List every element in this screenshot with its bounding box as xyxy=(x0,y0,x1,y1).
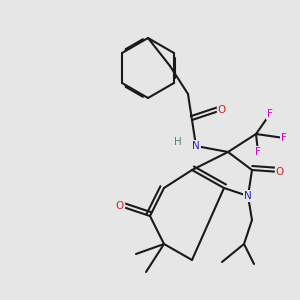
Text: O: O xyxy=(276,167,284,177)
Text: F: F xyxy=(267,109,273,119)
Text: N: N xyxy=(192,141,200,151)
Text: F: F xyxy=(281,133,287,143)
Text: O: O xyxy=(116,201,124,211)
Text: H: H xyxy=(174,137,182,147)
Text: N: N xyxy=(244,191,252,201)
Text: F: F xyxy=(255,147,261,157)
Text: O: O xyxy=(218,105,226,115)
